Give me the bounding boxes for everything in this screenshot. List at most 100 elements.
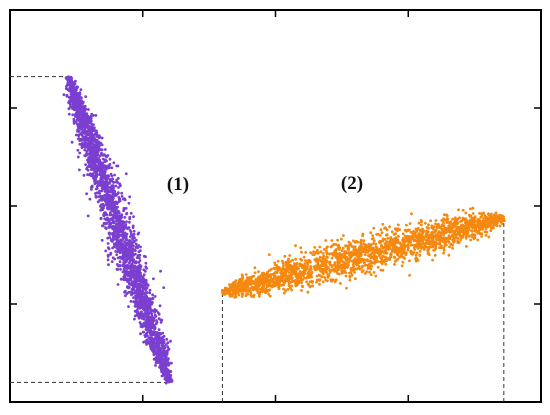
point	[144, 324, 148, 328]
point	[324, 266, 328, 270]
point	[133, 314, 137, 318]
point	[225, 291, 229, 295]
point	[137, 279, 141, 283]
point	[128, 215, 132, 219]
point	[439, 239, 442, 243]
point	[440, 228, 444, 232]
point	[247, 282, 251, 286]
point	[86, 214, 90, 218]
point	[470, 229, 474, 233]
point	[240, 273, 244, 277]
point	[140, 317, 144, 320]
point	[267, 253, 271, 256]
point	[442, 248, 446, 252]
point	[344, 244, 348, 248]
point	[408, 228, 411, 232]
point	[430, 238, 434, 242]
point	[140, 293, 144, 297]
point	[445, 221, 449, 225]
point	[272, 266, 276, 270]
point	[92, 133, 95, 137]
point	[362, 239, 366, 243]
point	[315, 280, 318, 284]
point	[162, 286, 166, 289]
point	[461, 216, 465, 220]
point	[416, 226, 420, 230]
point	[83, 148, 87, 152]
point	[427, 253, 431, 256]
point	[159, 353, 162, 357]
point	[436, 238, 440, 242]
point	[393, 250, 397, 254]
point	[240, 292, 244, 296]
point	[74, 113, 77, 116]
point	[437, 230, 441, 234]
point	[118, 223, 121, 226]
cluster-label-1: (1)	[167, 174, 189, 195]
point	[352, 248, 356, 252]
point	[123, 240, 126, 244]
point	[285, 276, 289, 279]
point	[363, 272, 367, 275]
point	[74, 120, 77, 124]
point	[372, 239, 376, 243]
point	[99, 141, 103, 145]
point	[70, 95, 74, 99]
point	[326, 245, 329, 249]
point	[169, 361, 172, 365]
point	[67, 107, 71, 111]
point	[438, 234, 442, 238]
point	[85, 149, 89, 153]
point	[107, 201, 110, 205]
point	[106, 182, 110, 186]
point	[87, 129, 90, 133]
point	[425, 226, 429, 229]
point	[164, 343, 168, 346]
point	[144, 313, 148, 317]
point	[86, 173, 89, 177]
point	[119, 242, 122, 245]
point	[86, 158, 90, 162]
point	[313, 267, 317, 271]
point	[284, 279, 288, 282]
point	[258, 287, 262, 291]
point	[221, 290, 225, 294]
point	[71, 107, 74, 111]
point	[152, 353, 156, 357]
point	[353, 271, 356, 274]
point	[294, 257, 297, 261]
point	[163, 363, 167, 367]
point	[85, 124, 89, 128]
point	[232, 282, 236, 286]
point	[83, 122, 86, 126]
point	[341, 246, 345, 250]
point	[117, 186, 120, 189]
point	[98, 183, 102, 187]
point	[137, 316, 141, 320]
point	[442, 221, 445, 225]
point	[82, 129, 85, 133]
point	[154, 364, 157, 367]
point	[418, 253, 422, 257]
point	[107, 247, 111, 251]
point	[283, 268, 287, 271]
point	[322, 248, 326, 251]
point	[151, 337, 154, 340]
point	[304, 269, 307, 273]
point	[97, 150, 100, 153]
point	[107, 263, 110, 267]
point	[104, 222, 108, 225]
point	[130, 233, 134, 237]
point	[94, 155, 97, 158]
point	[134, 281, 138, 285]
point	[107, 226, 111, 230]
point	[132, 296, 135, 299]
point	[333, 249, 337, 253]
point	[84, 163, 87, 167]
point	[112, 196, 115, 200]
point	[311, 284, 314, 288]
point	[76, 148, 80, 152]
point	[107, 164, 110, 168]
point	[444, 228, 447, 232]
point	[150, 317, 153, 321]
